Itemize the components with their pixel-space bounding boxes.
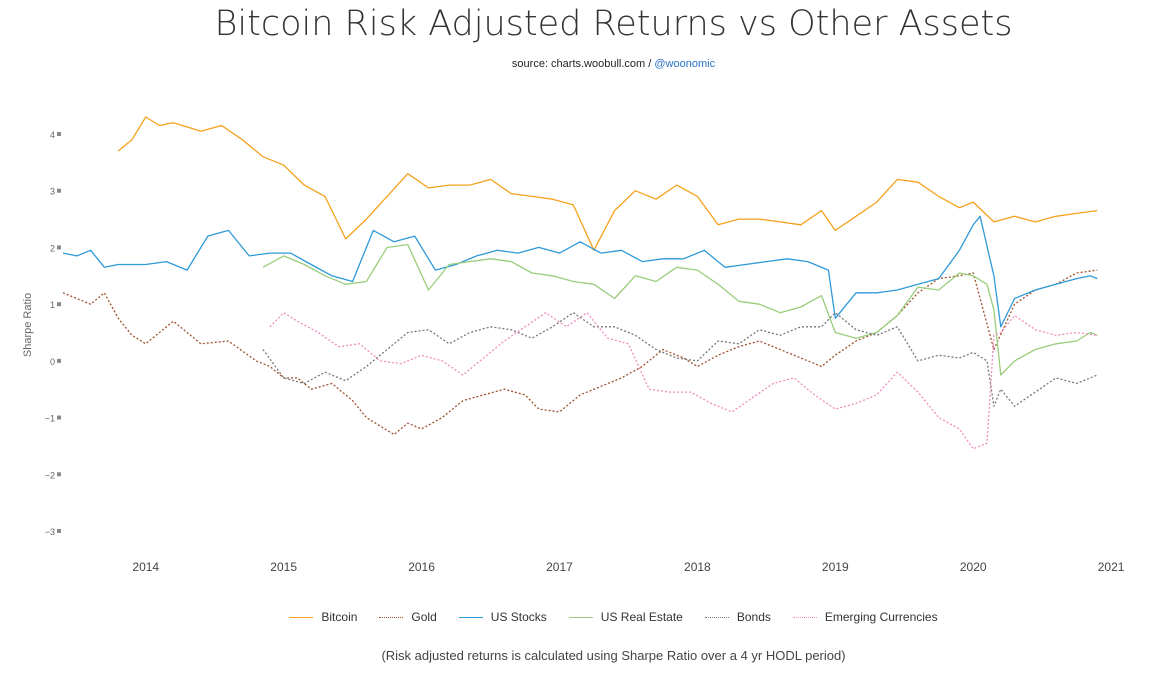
legend-label: Bitcoin bbox=[321, 610, 358, 624]
x-tick-label: 2018 bbox=[684, 560, 711, 574]
chart-footnote: (Risk adjusted returns is calculated usi… bbox=[381, 648, 846, 663]
chart-source: source: charts.woobull.com / @woonomic bbox=[0, 58, 1157, 70]
y-axis-label: Sharpe Ratio bbox=[22, 293, 34, 357]
y-tick-mark bbox=[57, 245, 61, 250]
series-line-emerging-currencies bbox=[269, 312, 1098, 450]
x-tick-label: 2021 bbox=[1098, 560, 1125, 574]
series-line-bonds bbox=[262, 312, 1098, 407]
series-line-gold bbox=[62, 269, 1098, 436]
x-tick-label: 2014 bbox=[132, 560, 159, 574]
chart-legend: Bitcoin Gold US Stocks US Real Estate Bonds E… bbox=[0, 610, 1157, 624]
x-tick-label: 2017 bbox=[546, 560, 573, 574]
legend-swatch bbox=[568, 616, 593, 618]
y-tick-mark bbox=[57, 415, 61, 420]
legend-label: US Stocks bbox=[490, 610, 547, 624]
legend-label: US Real Estate bbox=[600, 610, 683, 624]
source-text: source: charts.woobull.com / bbox=[511, 58, 652, 70]
y-tick-label: 0 bbox=[50, 357, 55, 367]
y-tick-mark bbox=[57, 188, 61, 193]
legend-label: Gold bbox=[411, 610, 437, 624]
legend-item-emerging-currencies[interactable]: Emerging Currencies bbox=[792, 610, 938, 624]
legend-item-bitcoin[interactable]: Bitcoin bbox=[289, 610, 357, 624]
legend-swatch bbox=[704, 616, 729, 618]
y-tick-label: 2 bbox=[50, 243, 55, 253]
legend-item-gold[interactable]: Gold bbox=[379, 610, 437, 624]
legend-swatch bbox=[379, 616, 404, 618]
legend-swatch bbox=[289, 616, 314, 618]
x-tick-label: 2016 bbox=[408, 560, 435, 574]
y-tick-mark bbox=[57, 132, 61, 137]
legend-swatch bbox=[458, 616, 483, 618]
y-tick-label: 3 bbox=[50, 187, 55, 197]
y-tick-mark bbox=[57, 472, 61, 477]
x-tick-label: 2020 bbox=[960, 560, 987, 574]
y-tick-mark bbox=[57, 528, 61, 533]
series-line-us-stocks bbox=[62, 215, 1098, 328]
x-tick-label: 2015 bbox=[270, 560, 297, 574]
y-tick-label: −3 bbox=[45, 527, 55, 537]
legend-label: Emerging Currencies bbox=[824, 610, 938, 624]
legend-item-us-real-estate[interactable]: US Real Estate bbox=[568, 610, 683, 624]
legend-item-bonds[interactable]: Bonds bbox=[704, 610, 771, 624]
series-line-bitcoin bbox=[117, 116, 1098, 251]
legend-swatch bbox=[792, 616, 817, 618]
legend-item-us-stocks[interactable]: US Stocks bbox=[458, 610, 547, 624]
series-line-us-real-estate bbox=[262, 243, 1098, 376]
y-tick-label: 1 bbox=[50, 300, 55, 310]
y-tick-mark bbox=[57, 358, 61, 363]
y-tick-label: 4 bbox=[50, 130, 55, 140]
chart-title: Bitcoin Risk Adjusted Returns vs Other A… bbox=[214, 4, 1013, 44]
y-tick-mark bbox=[57, 302, 61, 307]
y-tick-label: −2 bbox=[45, 470, 55, 480]
y-tick-label: −1 bbox=[45, 414, 55, 424]
legend-label: Bonds bbox=[736, 610, 771, 624]
x-tick-label: 2019 bbox=[822, 560, 849, 574]
source-handle-link[interactable]: @woonomic bbox=[654, 58, 716, 70]
